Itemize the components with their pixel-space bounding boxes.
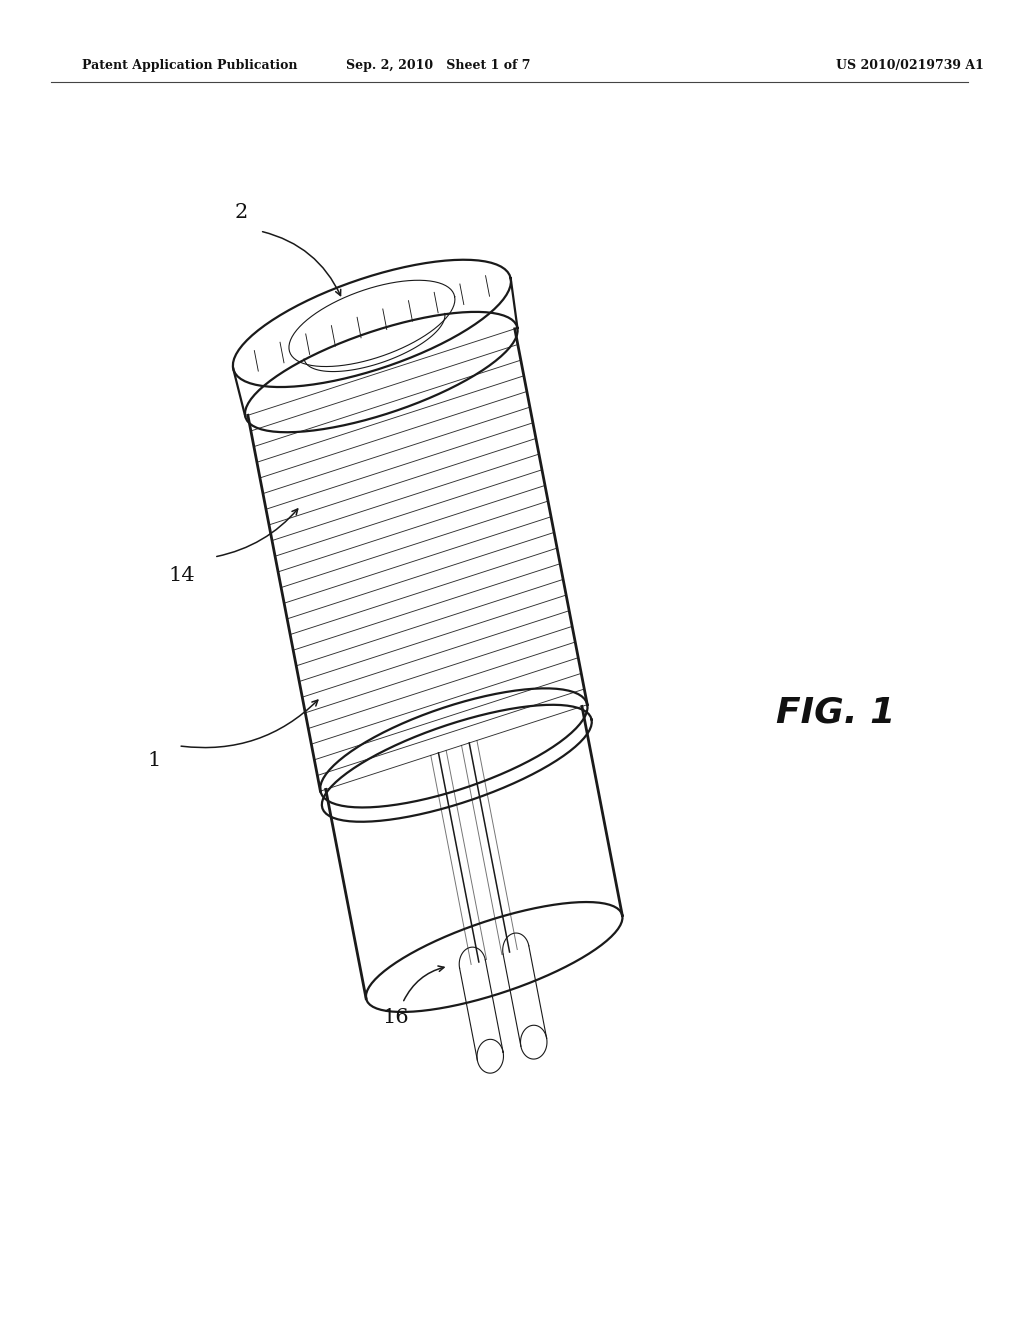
Text: 16: 16 <box>382 1008 409 1027</box>
Text: US 2010/0219739 A1: US 2010/0219739 A1 <box>836 59 983 73</box>
Text: FIG. 1: FIG. 1 <box>776 696 895 730</box>
Text: 2: 2 <box>234 203 248 222</box>
Text: Sep. 2, 2010   Sheet 1 of 7: Sep. 2, 2010 Sheet 1 of 7 <box>346 59 530 73</box>
Text: Patent Application Publication: Patent Application Publication <box>82 59 297 73</box>
Text: 1: 1 <box>147 751 161 770</box>
Text: 14: 14 <box>168 566 195 585</box>
